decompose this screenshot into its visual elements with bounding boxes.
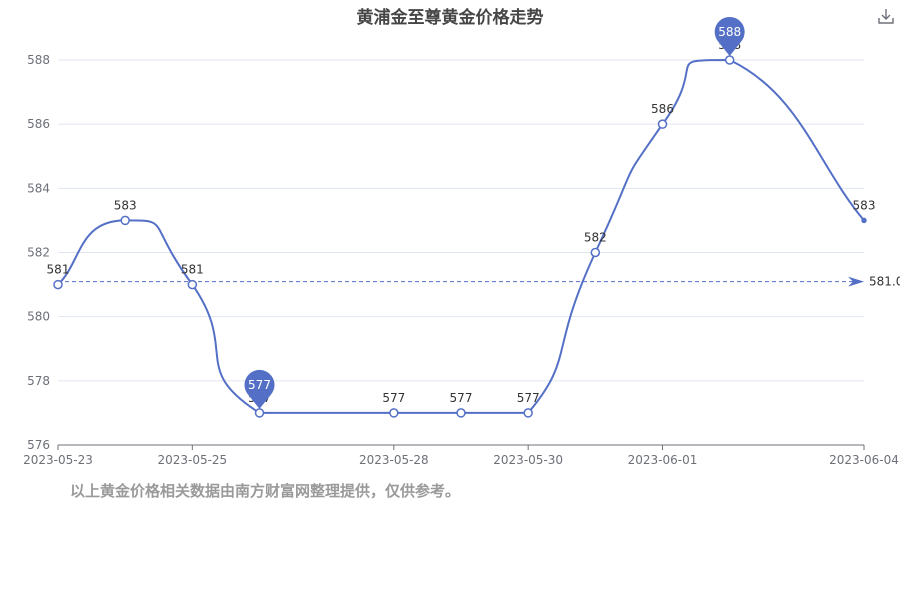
- data-point: [590, 247, 601, 258]
- average-line-label: 581.09: [869, 275, 900, 289]
- max-marker: 588: [714, 16, 745, 56]
- data-point: [861, 217, 867, 224]
- footnote: 以上黄金价格相关数据由南方财富网整理提供，仅供参考。: [70, 482, 461, 500]
- line-chart: 576 578 580 582 584 586 588 2023-05-23 2023-05-2…: [23, 16, 900, 467]
- data-point: [187, 279, 198, 290]
- data-point: [724, 55, 735, 65]
- data-point: [456, 408, 466, 418]
- data-label: 583: [853, 198, 876, 212]
- max-marker-label: 588: [718, 25, 741, 39]
- x-tick-label: 2023-06-01: [628, 453, 698, 467]
- grid-lines: [58, 59, 864, 382]
- chart-title: 黄浦金至尊黄金价格走势: [356, 8, 544, 28]
- data-point: [657, 119, 668, 129]
- x-tick-label: 2023-05-28: [359, 453, 429, 467]
- x-tick-label: 2023-05-25: [157, 453, 227, 467]
- data-label: 582: [584, 231, 607, 245]
- y-tick-label: 576: [27, 438, 50, 452]
- series-line-path: [57, 58, 865, 414]
- y-tick-label: 584: [27, 181, 50, 195]
- download-icon[interactable]: [876, 6, 896, 26]
- data-point: [53, 279, 63, 290]
- min-marker: 577: [244, 369, 275, 409]
- max-marker-shape: [714, 16, 745, 56]
- data-point: [523, 408, 533, 418]
- data-labels: 581583581577577577577582586588583: [47, 38, 876, 405]
- axes: 576 578 580 582 584 586 588 2023-05-23 2023-05-2…: [23, 53, 899, 467]
- data-points: [53, 55, 867, 418]
- data-label: 577: [450, 391, 473, 405]
- y-tick-label: 578: [27, 374, 50, 388]
- x-tick-label: 2023-06-04: [829, 453, 899, 467]
- data-label: 577: [517, 391, 540, 405]
- y-tick-label: 588: [27, 53, 50, 67]
- y-tick-label: 580: [27, 310, 50, 324]
- min-marker-shape: [244, 369, 275, 409]
- data-label: 586: [651, 102, 674, 116]
- series-line: [57, 58, 865, 414]
- x-tick-label: 2023-05-30: [493, 453, 563, 467]
- average-line-arrow: [848, 276, 864, 287]
- data-point: [389, 408, 399, 418]
- data-point: [120, 215, 130, 226]
- data-label: 583: [114, 198, 137, 212]
- min-marker-label: 577: [248, 378, 271, 392]
- data-label: 577: [382, 391, 405, 405]
- y-tick-label: 582: [27, 246, 50, 260]
- data-point: [254, 408, 265, 418]
- extreme-markers: 588 577: [244, 16, 745, 409]
- y-tick-label: 586: [27, 117, 50, 131]
- data-label: 581: [47, 263, 70, 277]
- average-line: 581.09: [58, 275, 900, 289]
- x-tick-label: 2023-05-23: [23, 453, 93, 467]
- data-label: 581: [181, 263, 204, 277]
